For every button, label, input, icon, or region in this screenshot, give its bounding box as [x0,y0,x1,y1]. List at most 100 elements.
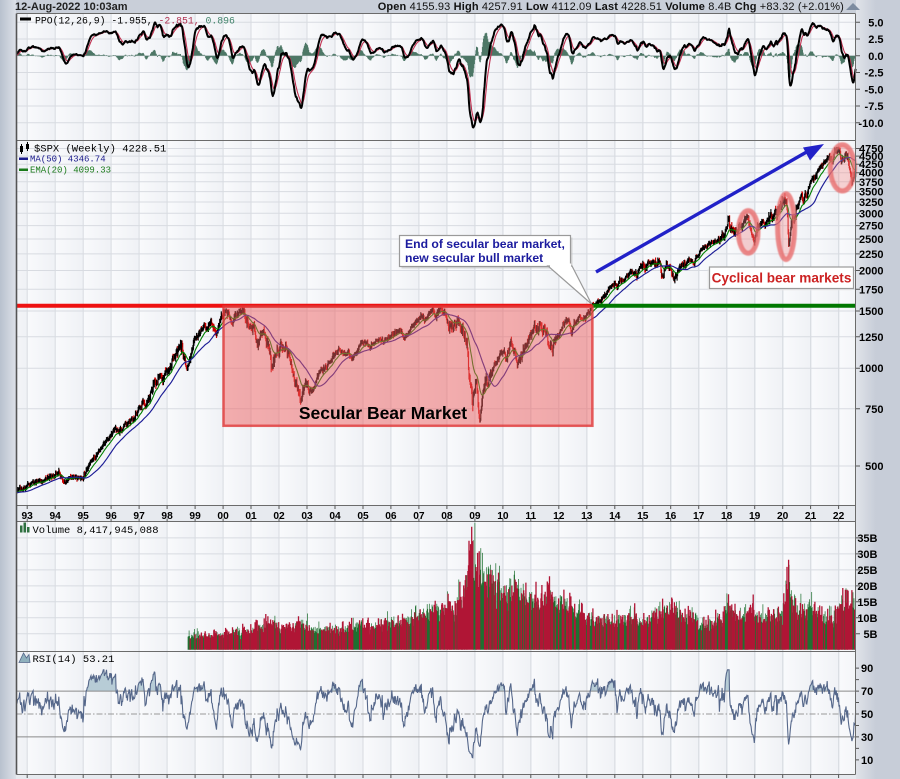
svg-text:10B: 10B [857,613,877,625]
svg-text:20B: 20B [857,581,877,593]
svg-text:13: 13 [581,778,593,779]
svg-text:93: 93 [22,511,34,522]
svg-text:08: 08 [441,778,453,779]
svg-text:EMA(20) 4099.33: EMA(20) 4099.33 [30,166,111,176]
svg-text:70: 70 [861,686,873,698]
svg-text:96: 96 [105,778,117,779]
svg-text:98: 98 [161,511,173,522]
svg-text:10: 10 [497,778,509,779]
svg-text:4250: 4250 [859,159,883,171]
svg-text:new secular bull market: new secular bull market [405,251,543,265]
svg-text:18: 18 [721,511,733,522]
svg-text:12: 12 [553,511,565,522]
svg-text:21: 21 [805,511,817,522]
svg-text:05: 05 [357,778,369,779]
svg-text:12-Aug-2022 10:03am: 12-Aug-2022 10:03am [15,1,128,13]
svg-text:21: 21 [805,778,817,779]
svg-text:10: 10 [861,755,873,767]
svg-text:01: 01 [245,511,257,522]
svg-text:End of secular bear market,: End of secular bear market, [405,237,565,251]
svg-text:10: 10 [497,511,509,522]
svg-text:30B: 30B [857,549,877,561]
svg-text:95: 95 [78,778,90,779]
svg-text:04: 04 [329,511,341,522]
svg-text:2000: 2000 [859,266,883,278]
svg-text:1750: 1750 [859,284,883,296]
svg-text:PPO(12,26,9) -1.955, -2.851, 0: PPO(12,26,9) -1.955, -2.851, 0.896 [35,16,235,27]
svg-text:Open 4155.93 High 4257.91 Low: Open 4155.93 High 4257.91 Low 4112.09 La… [378,1,844,13]
svg-text:15B: 15B [857,597,877,609]
svg-text:16: 16 [665,778,677,779]
svg-text:15: 15 [637,511,649,522]
svg-text:1250: 1250 [859,332,883,344]
svg-text:RSI(14) 53.21: RSI(14) 53.21 [33,654,115,666]
svg-text:90: 90 [861,663,873,675]
svg-text:07: 07 [413,511,425,522]
svg-text:11: 11 [525,511,536,522]
svg-text:99: 99 [189,511,201,522]
svg-text:1500: 1500 [859,306,883,318]
svg-text:$SPX (Weekly) 4228.51: $SPX (Weekly) 4228.51 [34,144,166,156]
svg-text:35B: 35B [857,533,877,545]
svg-text:750: 750 [865,404,883,416]
svg-text:2.5: 2.5 [868,34,883,46]
svg-text:25B: 25B [857,565,877,577]
svg-text:Cyclical bear markets: Cyclical bear markets [712,271,852,286]
svg-text:03: 03 [301,778,313,779]
svg-text:-10.0: -10.0 [858,118,883,130]
svg-text:500: 500 [865,461,883,473]
svg-text:97: 97 [133,511,145,522]
svg-text:16: 16 [665,511,677,522]
svg-text:3000: 3000 [859,208,883,220]
svg-text:Secular Bear Market: Secular Bear Market [299,403,467,423]
svg-text:02: 02 [273,778,285,779]
svg-text:01: 01 [245,778,257,779]
svg-text:07: 07 [413,778,425,779]
svg-text:09: 09 [469,511,481,522]
svg-text:06: 06 [385,778,397,779]
svg-text:12: 12 [553,778,565,779]
svg-text:MA(50) 4346.74: MA(50) 4346.74 [30,155,106,165]
svg-text:09: 09 [469,778,481,779]
svg-text:11: 11 [525,778,536,779]
svg-text:2500: 2500 [859,234,883,246]
svg-text:98: 98 [161,778,173,779]
svg-text:06: 06 [385,511,397,522]
svg-text:19: 19 [749,511,761,522]
svg-text:19: 19 [749,778,761,779]
svg-text:20: 20 [777,778,789,779]
svg-text:94: 94 [50,511,62,522]
svg-text:02: 02 [273,511,285,522]
svg-text:1000: 1000 [859,363,883,375]
svg-text:95: 95 [78,511,90,522]
svg-text:5B: 5B [863,629,877,641]
svg-text:03: 03 [301,511,313,522]
svg-text:3750: 3750 [859,177,883,189]
svg-text:17: 17 [693,778,705,779]
svg-text:18: 18 [721,778,733,779]
svg-text:-5.0: -5.0 [865,84,884,96]
svg-text:-2.5: -2.5 [865,68,884,80]
svg-text:30: 30 [861,732,873,744]
svg-text:97: 97 [133,778,145,779]
svg-text:Volume 8,417,945,088: Volume 8,417,945,088 [33,525,159,537]
svg-text:2750: 2750 [859,221,883,233]
svg-text:93: 93 [22,778,34,779]
svg-text:05: 05 [357,511,369,522]
svg-text:3250: 3250 [859,197,883,209]
svg-text:00: 00 [217,778,229,779]
svg-text:2250: 2250 [859,249,883,261]
svg-text:5.0: 5.0 [868,17,883,29]
svg-text:22: 22 [833,778,845,779]
svg-text:99: 99 [189,778,201,779]
svg-text:17: 17 [693,511,705,522]
svg-text:4000: 4000 [859,168,883,180]
svg-text:96: 96 [105,511,117,522]
svg-text:13: 13 [581,511,593,522]
svg-text:15: 15 [637,778,649,779]
svg-text:4500: 4500 [859,151,883,163]
svg-text:-7.5: -7.5 [865,101,884,113]
svg-text:00: 00 [217,511,229,522]
svg-text:04: 04 [329,778,341,779]
svg-text:50: 50 [861,709,873,721]
